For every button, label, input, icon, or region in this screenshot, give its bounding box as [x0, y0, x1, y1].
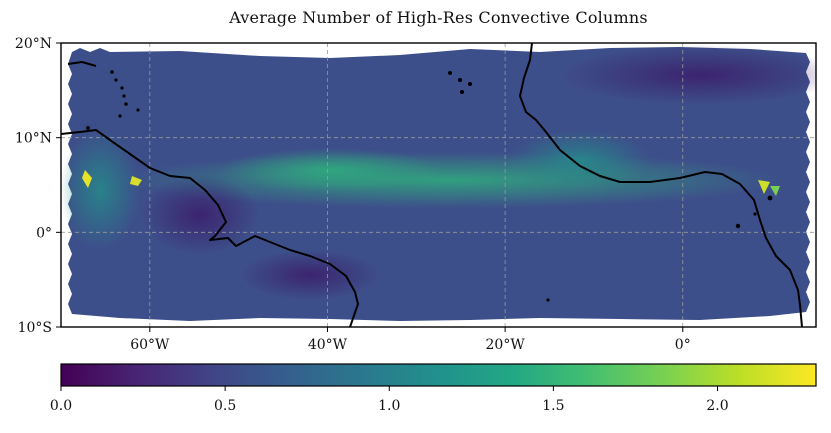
lat-tick-label: 20°N — [15, 36, 52, 52]
colorbar-tick-label: 1.5 — [542, 398, 564, 414]
islands — [86, 70, 773, 302]
lat-tick-label: 10°S — [18, 320, 52, 336]
longitude-axis: 60°W 40°W 20°W 0° — [130, 327, 691, 353]
map-area — [61, 43, 816, 327]
map-title: Average Number of High-Res Convective Co… — [229, 8, 648, 27]
coastlines — [61, 43, 803, 327]
colorbar-tick-label: 2.0 — [706, 398, 728, 414]
africa-coast-region — [510, 130, 650, 190]
colorbar-tick-label: 1.0 — [378, 398, 400, 414]
hotspot — [82, 170, 92, 188]
hotspot — [758, 180, 770, 194]
gridlines — [61, 43, 816, 327]
north-america-coastline — [67, 61, 97, 67]
lon-tick-label: 40°W — [308, 337, 348, 353]
colorbar-axis: 0.0 0.5 1.0 1.5 2.0 — [50, 386, 729, 414]
lat-tick-label: 0° — [36, 225, 52, 241]
southern-low-region — [240, 250, 380, 300]
lon-tick-label: 0° — [675, 337, 691, 353]
map-frame — [60, 42, 817, 328]
convective-band-inner — [220, 148, 440, 192]
hotspot — [770, 186, 780, 196]
amazon-low-region — [140, 175, 260, 255]
colorbar — [60, 363, 817, 387]
northern-low-region — [560, 45, 816, 105]
latitude-axis: 20°N 10°N 0° 10°S — [15, 36, 61, 336]
lat-tick-label: 10°N — [15, 131, 52, 147]
south-america-coastline — [61, 129, 359, 327]
hotspot — [130, 176, 142, 186]
west-region — [61, 130, 140, 250]
lon-tick-label: 20°W — [486, 337, 526, 353]
colorbar-tick-label: 0.5 — [214, 398, 236, 414]
colorbar-tick-label: 0.0 — [50, 398, 72, 414]
lon-tick-label: 60°W — [130, 337, 170, 353]
africa-coastline — [519, 43, 803, 327]
